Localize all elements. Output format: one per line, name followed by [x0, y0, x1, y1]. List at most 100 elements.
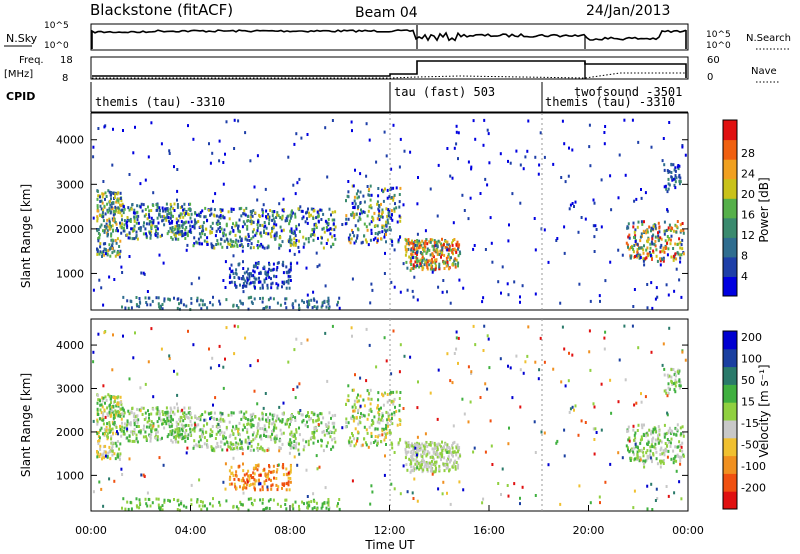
data-cell: [578, 484, 581, 488]
data-cell: [249, 364, 252, 368]
data-cell: [609, 174, 612, 178]
data-cell: [374, 439, 377, 443]
data-cell: [151, 501, 154, 505]
data-cell: [304, 423, 307, 427]
data-cell: [232, 432, 235, 436]
data-cell: [264, 224, 267, 228]
data-cell: [338, 498, 341, 501]
data-cell: [347, 190, 350, 194]
data-cell: [270, 470, 272, 474]
data-cell: [143, 418, 146, 421]
data-cell: [281, 418, 284, 422]
data-cell: [334, 428, 337, 432]
data-cell: [312, 441, 315, 445]
data-cell: [657, 437, 660, 441]
data-cell: [96, 229, 99, 233]
data-cell: [237, 306, 240, 310]
data-cell: [199, 235, 202, 239]
data-cell: [431, 257, 433, 261]
data-cell: [670, 175, 673, 179]
data-cell: [243, 416, 246, 419]
data-cell: [224, 462, 227, 466]
data-cell: [198, 444, 201, 448]
data-cell: [382, 403, 385, 407]
data-cell: [322, 416, 325, 420]
data-cell: [229, 273, 232, 277]
data-cell: [270, 438, 273, 442]
data-cell: [96, 215, 99, 219]
data-cell: [308, 214, 311, 218]
data-cell: [412, 452, 415, 456]
data-cell: [354, 406, 357, 410]
data-cell: [675, 267, 678, 271]
data-cell: [457, 131, 460, 135]
data-cell: [201, 227, 204, 231]
data-cell: [167, 498, 170, 502]
data-cell: [279, 216, 282, 220]
data-cell: [680, 295, 683, 299]
data-cell: [215, 243, 218, 246]
data-cell: [650, 145, 653, 149]
data-cell: [682, 228, 685, 232]
colorbar-swatch: [723, 348, 737, 368]
data-cell: [463, 209, 466, 212]
data-cell: [113, 210, 115, 214]
data-cell: [670, 226, 673, 230]
data-cell: [298, 382, 301, 386]
data-cell: [109, 221, 111, 225]
data-cell: [624, 173, 627, 177]
data-cell: [254, 261, 257, 265]
data-cell: [293, 440, 296, 443]
data-cell: [399, 137, 402, 141]
data-cell: [231, 471, 234, 475]
data-cell: [633, 433, 636, 437]
data-cell: [398, 193, 401, 196]
data-cell: [321, 505, 324, 508]
data-cell: [416, 232, 419, 236]
data-cell: [196, 498, 199, 502]
data-cell: [263, 434, 265, 437]
data-cell: [120, 402, 123, 406]
data-cell: [352, 409, 355, 413]
data-cell: [360, 444, 363, 448]
data-cell: [287, 480, 290, 484]
data-cell: [398, 200, 401, 204]
data-cell: [657, 425, 660, 429]
data-cell: [106, 229, 109, 233]
data-cell: [222, 434, 224, 438]
data-cell: [276, 417, 279, 420]
data-cell: [144, 497, 147, 501]
data-cell: [261, 296, 264, 300]
data-cell: [252, 482, 255, 486]
data-cell: [104, 242, 107, 246]
data-cell: [219, 429, 222, 433]
data-cell: [103, 456, 106, 460]
data-cell: [290, 434, 293, 438]
data-cell: [269, 498, 272, 502]
data-cell: [163, 498, 166, 502]
data-cell: [423, 263, 426, 267]
data-cell: [119, 224, 122, 228]
data-cell: [671, 383, 674, 386]
data-cell: [640, 188, 642, 191]
data-cell: [374, 224, 377, 228]
data-cell: [175, 217, 178, 221]
data-cell: [666, 444, 669, 448]
data-cell: [415, 451, 418, 454]
data-cell: [244, 235, 247, 239]
data-cell: [359, 404, 362, 408]
data-cell: [181, 226, 184, 230]
data-cell: [381, 208, 384, 212]
data-cell: [297, 410, 300, 414]
data-cell: [353, 444, 356, 448]
data-cell: [424, 240, 427, 243]
data-cell: [394, 405, 396, 409]
data-cell: [627, 438, 630, 442]
data-cell: [253, 466, 256, 470]
data-cell: [418, 467, 421, 471]
data-cell: [650, 429, 653, 433]
data-cell: [174, 428, 177, 432]
data-cell: [373, 211, 376, 215]
data-cell: [224, 487, 227, 491]
